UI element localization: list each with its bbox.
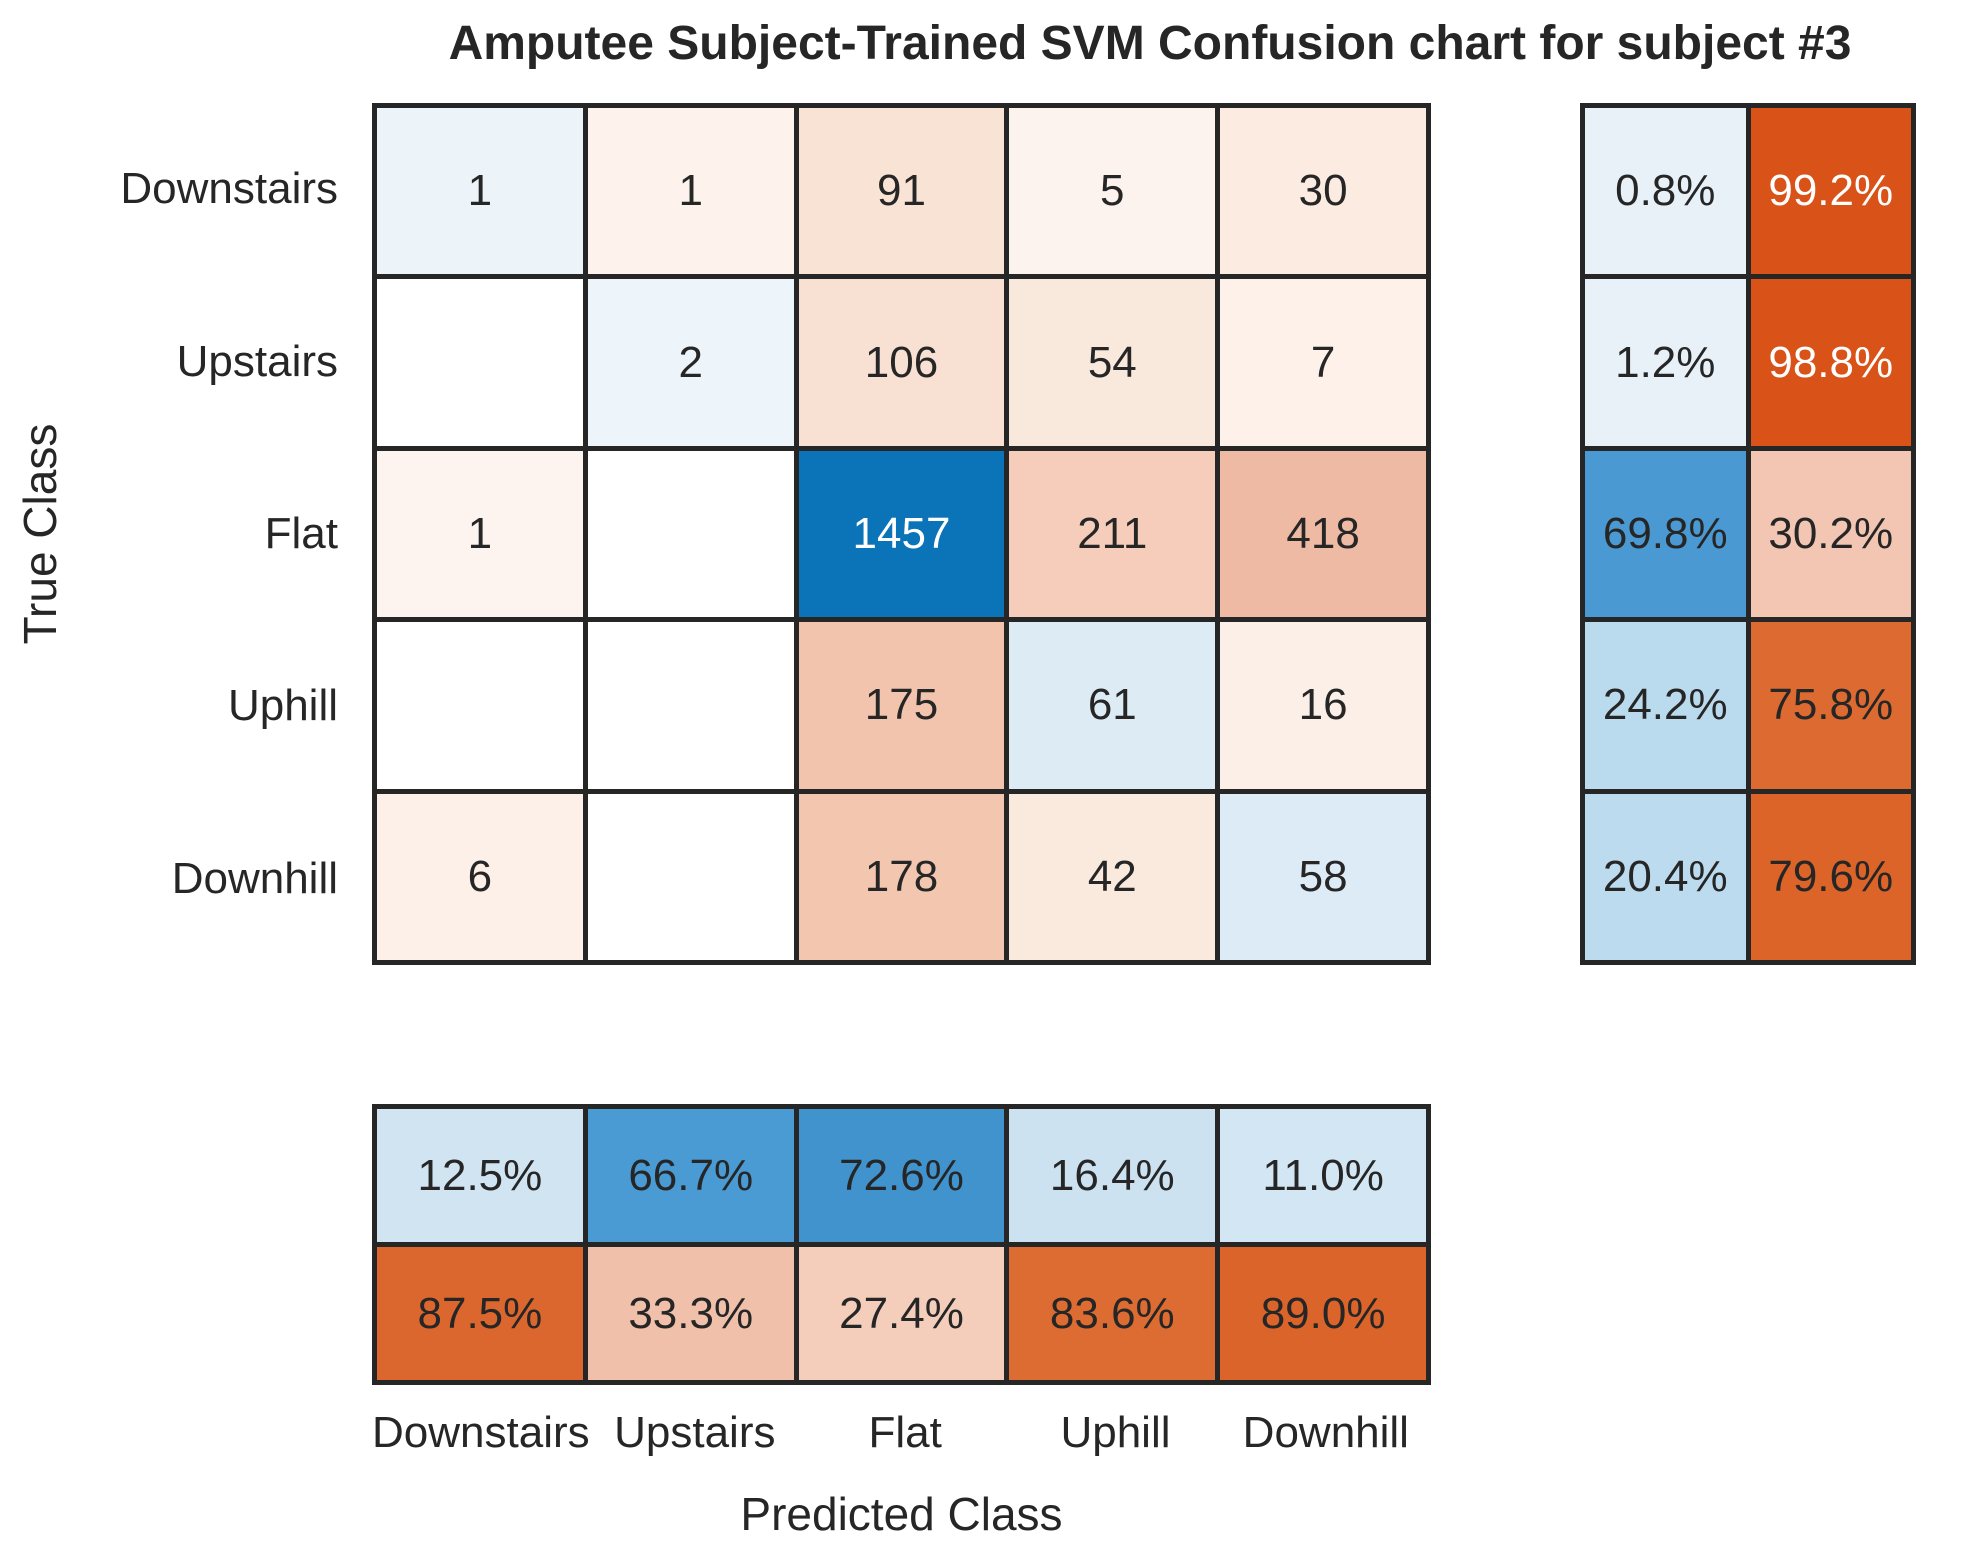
matrix-cell-r4c5: 16 (1220, 622, 1426, 789)
matrix-cell-r3c3: 1457 (798, 450, 1005, 618)
row-summary-cell-r3c2: 30.2% (1750, 450, 1911, 618)
column-summary-cell-r1c2: 66.7% (587, 1109, 794, 1242)
x-tick-uphill: Uphill (1060, 1408, 1171, 1457)
matrix-cell-r2c1 (377, 279, 583, 446)
row-summary-cell-r2c2: 98.8% (1750, 279, 1911, 446)
x-tick-flat: Flat (868, 1408, 942, 1457)
chart-title: Amputee Subject-Trained SVM Confusion ch… (448, 17, 1852, 70)
row-summary-cell-r4c1: 24.2% (1585, 622, 1746, 789)
x-axis-label: Predicted Class (740, 1488, 1063, 1540)
column-summary-grid: 12.5% 66.7% 72.6% 16.4% 11.0% 87.5% 33.3% 27.4%… (372, 1104, 1431, 1385)
column-summary-cell-r2c4: 83.6% (1009, 1247, 1216, 1380)
y-axis-tick-labels: Downstairs Upstairs Flat Uphill Downhill (0, 103, 352, 965)
column-summary-cell-r2c1: 87.5% (377, 1247, 583, 1380)
matrix-cell-r2c4: 54 (1009, 279, 1216, 446)
column-summary-cell-r2c2: 33.3% (587, 1247, 794, 1380)
matrix-cell-r5c5: 58 (1220, 793, 1426, 960)
x-axis-tick-labels: Downstairs Upstairs Flat Uphill Downhill (372, 1408, 1431, 1458)
matrix-cell-r2c2: 2 (587, 279, 794, 446)
matrix-cell-r4c4: 61 (1009, 622, 1216, 789)
matrix-cell-r5c1: 6 (377, 793, 583, 960)
matrix-cell-r1c1: 1 (377, 108, 583, 275)
matrix-cell-r1c3: 91 (798, 108, 1005, 275)
row-summary-cell-r2c1: 1.2% (1585, 279, 1746, 446)
matrix-cell-r3c4: 211 (1009, 450, 1216, 618)
row-summary-cell-r4c2: 75.8% (1750, 622, 1911, 789)
matrix-cell-r5c4: 42 (1009, 793, 1216, 960)
y-tick-downhill: Downhill (171, 853, 338, 903)
row-summary-cell-r1c1: 0.8% (1585, 108, 1746, 275)
column-summary-cell-r1c1: 12.5% (377, 1109, 583, 1242)
x-tick-downstairs: Downstairs (372, 1408, 590, 1457)
matrix-cell-r5c2 (587, 793, 794, 960)
matrix-cell-r3c1: 1 (377, 450, 583, 618)
y-tick-downstairs: Downstairs (120, 164, 338, 214)
matrix-cell-r3c5: 418 (1220, 450, 1426, 618)
x-tick-upstairs: Upstairs (614, 1408, 776, 1457)
matrix-cell-r2c5: 7 (1220, 279, 1426, 446)
row-summary-grid: 0.8% 99.2% 1.2% 98.8% 69.8% 30.2% 24.2% 75.8% 20… (1580, 103, 1916, 965)
matrix-cell-r5c3: 178 (798, 793, 1005, 960)
column-summary-cell-r1c5: 11.0% (1220, 1109, 1426, 1242)
matrix-cell-r2c3: 106 (798, 279, 1005, 446)
row-summary-cell-r5c2: 79.6% (1750, 793, 1911, 960)
matrix-cell-r4c3: 175 (798, 622, 1005, 789)
column-summary-cell-r1c3: 72.6% (798, 1109, 1005, 1242)
matrix-cell-r1c2: 1 (587, 108, 794, 275)
matrix-cell-r4c1 (377, 622, 583, 789)
y-tick-flat: Flat (264, 508, 338, 558)
column-summary-cell-r1c4: 16.4% (1009, 1109, 1216, 1242)
row-summary-cell-r1c2: 99.2% (1750, 108, 1911, 275)
confusion-matrix-grid: 1 1 91 5 30 2 106 54 7 1 1457 211 418 175 61 16 6 178 42 58 (372, 103, 1431, 965)
column-summary-cell-r2c5: 89.0% (1220, 1247, 1426, 1380)
x-tick-downhill: Downhill (1242, 1408, 1409, 1457)
y-tick-upstairs: Upstairs (176, 336, 338, 386)
column-summary-cell-r2c3: 27.4% (798, 1247, 1005, 1380)
matrix-cell-r3c2 (587, 450, 794, 618)
row-summary-cell-r5c1: 20.4% (1585, 793, 1746, 960)
row-summary-cell-r3c1: 69.8% (1585, 450, 1746, 618)
matrix-cell-r4c2 (587, 622, 794, 789)
matrix-cell-r1c5: 30 (1220, 108, 1426, 275)
matrix-cell-r1c4: 5 (1009, 108, 1216, 275)
y-tick-uphill: Uphill (227, 681, 338, 731)
